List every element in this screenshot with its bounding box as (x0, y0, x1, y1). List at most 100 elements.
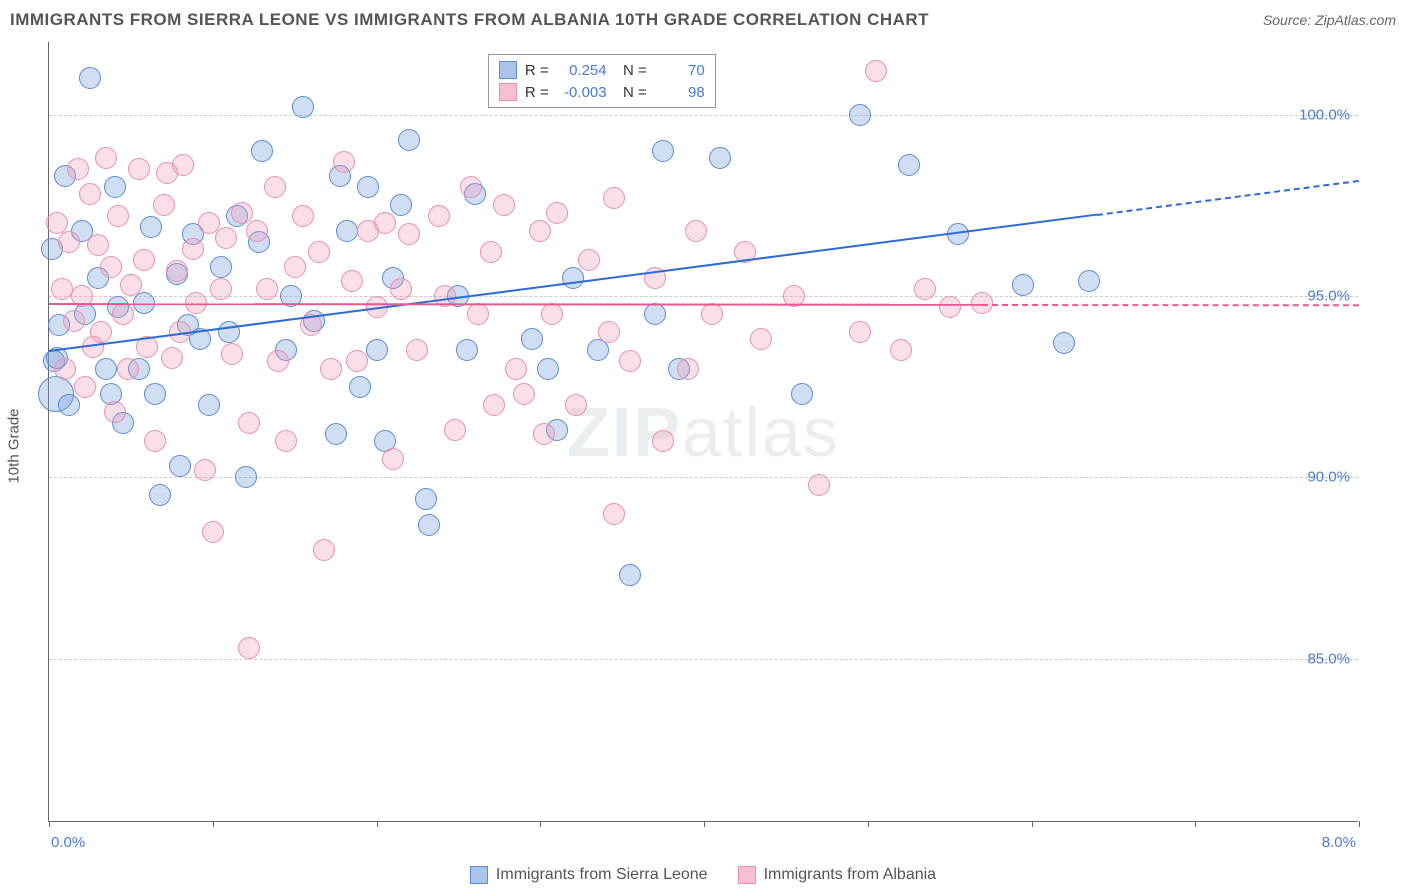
data-point-sierra_leone (95, 358, 117, 380)
x-tick (540, 821, 541, 827)
y-axis-title: 10th Grade (6, 408, 23, 483)
legend-swatch-icon (499, 61, 517, 79)
data-point-albania (128, 158, 150, 180)
data-point-albania (382, 448, 404, 470)
chart-title: IMMIGRANTS FROM SIERRA LEONE VS IMMIGRAN… (10, 10, 929, 30)
data-point-albania (546, 202, 568, 224)
data-point-sierra_leone (619, 564, 641, 586)
data-point-albania (54, 358, 76, 380)
data-point-sierra_leone (390, 194, 412, 216)
data-point-albania (390, 278, 412, 300)
data-point-albania (264, 176, 286, 198)
data-point-albania (398, 223, 420, 245)
grid-line (49, 659, 1358, 660)
data-point-albania (914, 278, 936, 300)
data-point-albania (153, 194, 175, 216)
data-point-albania (238, 637, 260, 659)
data-point-albania (221, 343, 243, 365)
data-point-sierra_leone (415, 488, 437, 510)
data-point-albania (90, 321, 112, 343)
data-point-albania (320, 358, 342, 380)
legend-r-value: -0.003 (557, 84, 607, 101)
data-point-albania (890, 339, 912, 361)
data-point-albania (104, 401, 126, 423)
data-point-albania (374, 212, 396, 234)
data-point-albania (182, 238, 204, 260)
x-tick (1195, 821, 1196, 827)
data-point-albania (194, 459, 216, 481)
data-point-albania (939, 296, 961, 318)
x-tick (868, 821, 869, 827)
data-point-albania (533, 423, 555, 445)
data-point-albania (238, 412, 260, 434)
data-point-albania (120, 274, 142, 296)
data-point-albania (161, 347, 183, 369)
x-tick (377, 821, 378, 827)
data-point-albania (246, 220, 268, 242)
data-point-albania (275, 430, 297, 452)
data-point-albania (292, 205, 314, 227)
legend-n-label: N = (615, 84, 647, 101)
data-point-sierra_leone (169, 455, 191, 477)
data-point-albania (467, 303, 489, 325)
data-point-sierra_leone (791, 383, 813, 405)
grid-line (49, 115, 1358, 116)
data-point-albania (444, 419, 466, 441)
source-name: ZipAtlas.com (1315, 12, 1396, 28)
data-point-albania (284, 256, 306, 278)
data-point-sierra_leone (104, 176, 126, 198)
y-tick-label: 85.0% (1307, 650, 1350, 667)
x-tick (1032, 821, 1033, 827)
data-point-albania (117, 358, 139, 380)
data-point-sierra_leone (366, 339, 388, 361)
data-point-albania (341, 270, 363, 292)
data-point-albania (529, 220, 551, 242)
bottom-legend-item: Immigrants from Albania (738, 866, 937, 884)
data-point-sierra_leone (1053, 332, 1075, 354)
data-point-sierra_leone (325, 423, 347, 445)
y-tick-label: 95.0% (1307, 287, 1350, 304)
data-point-sierra_leone (652, 140, 674, 162)
legend-series-label: Immigrants from Albania (764, 866, 937, 884)
data-point-albania (513, 383, 535, 405)
data-point-albania (144, 430, 166, 452)
data-point-albania (865, 60, 887, 82)
data-point-albania (677, 358, 699, 380)
data-point-albania (346, 350, 368, 372)
data-point-albania (603, 503, 625, 525)
data-point-sierra_leone (709, 147, 731, 169)
x-tick (213, 821, 214, 827)
legend-r-label: R = (525, 84, 549, 101)
data-point-sierra_leone (357, 176, 379, 198)
data-point-albania (652, 430, 674, 452)
data-point-albania (685, 220, 707, 242)
data-point-albania (808, 474, 830, 496)
data-point-albania (541, 303, 563, 325)
data-point-sierra_leone (1012, 274, 1034, 296)
legend-n-label: N = (615, 62, 647, 79)
data-point-albania (701, 303, 723, 325)
data-point-sierra_leone (198, 394, 220, 416)
data-point-albania (480, 241, 502, 263)
data-point-albania (100, 256, 122, 278)
data-point-sierra_leone (251, 140, 273, 162)
data-point-albania (87, 234, 109, 256)
x-tick (1359, 821, 1360, 827)
legend-series-label: Immigrants from Sierra Leone (496, 866, 708, 884)
data-point-albania (619, 350, 641, 372)
data-point-albania (598, 321, 620, 343)
y-tick-label: 100.0% (1299, 106, 1350, 123)
grid-line (49, 296, 1358, 297)
data-point-albania (483, 394, 505, 416)
data-point-sierra_leone (849, 104, 871, 126)
trend-line-ext (982, 304, 1359, 306)
data-point-albania (308, 241, 330, 263)
data-point-albania (166, 260, 188, 282)
legend-r-value: 0.254 (557, 62, 607, 79)
data-point-albania (58, 231, 80, 253)
x-tick-label-min: 0.0% (51, 834, 85, 851)
x-tick-label-max: 8.0% (1322, 834, 1356, 851)
correlation-legend: R =0.254 N =70R =-0.003 N =98 (488, 54, 716, 108)
bottom-legend-item: Immigrants from Sierra Leone (470, 866, 708, 884)
data-point-sierra_leone (79, 67, 101, 89)
